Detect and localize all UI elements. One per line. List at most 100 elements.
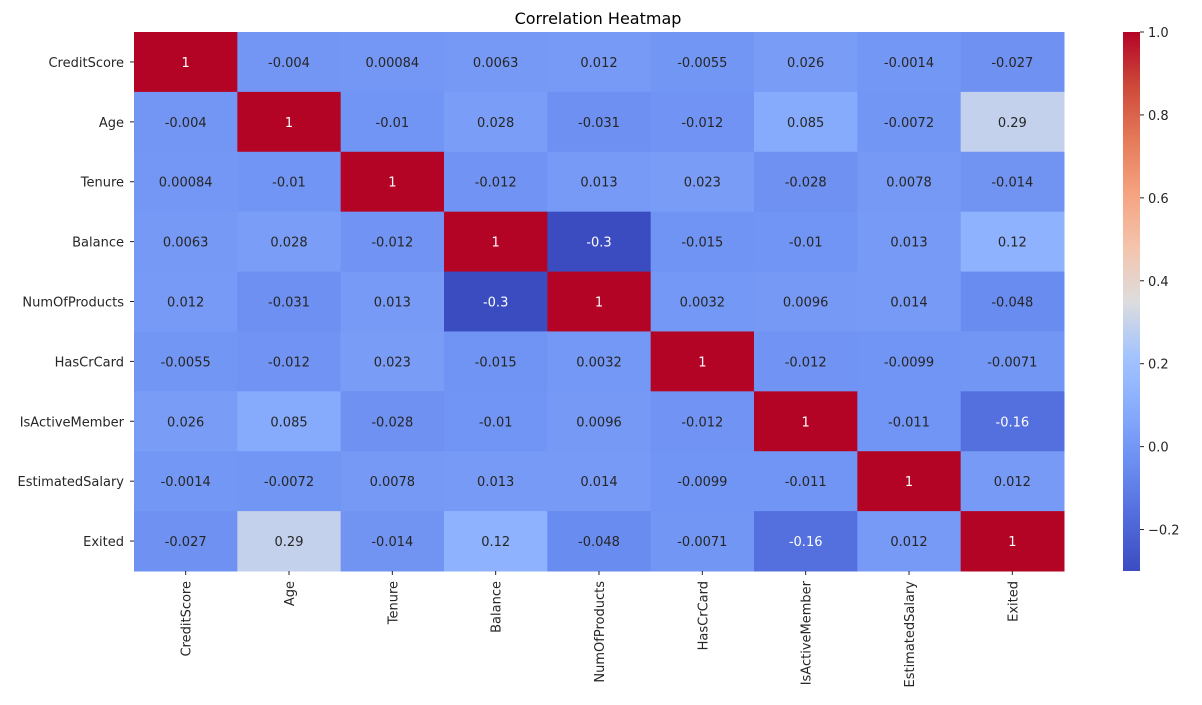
cell-value-2-0: 0.00084 <box>159 176 213 191</box>
heatmap-cell-4-1 <box>237 271 342 332</box>
y-tick-label-8: Exited <box>83 535 124 550</box>
heatmap-cell-2-3 <box>444 151 548 213</box>
heatmap-cell-6-7 <box>857 391 962 452</box>
cell-value-0-5: -0.0055 <box>677 56 727 71</box>
cell-value-7-4: 0.014 <box>580 475 617 490</box>
heatmap-cell-5-4 <box>547 331 652 392</box>
heatmap-cell-2-1 <box>237 151 342 213</box>
cell-value-8-5: -0.0071 <box>677 535 727 550</box>
colorbar-tick-label-5: 0.8 <box>1148 109 1169 124</box>
heatmap-cell-3-7 <box>857 211 962 273</box>
heatmap-cell-7-7 <box>857 451 962 512</box>
heatmap-cells: 1 -0.004 0.00084 0.0063 0.012 -0.0055 0.026 -0.… <box>134 32 1065 572</box>
cell-value-3-0: 0.0063 <box>163 236 209 251</box>
heatmap-cell-3-3 <box>444 211 548 273</box>
cell-value-4-7: 0.014 <box>890 296 927 311</box>
cell-value-2-6: -0.028 <box>785 176 827 191</box>
cell-value-7-7: 1 <box>905 475 913 490</box>
heatmap-cell-2-8 <box>960 151 1065 213</box>
heatmap-cell-0-6 <box>754 32 858 93</box>
cell-value-7-6: -0.011 <box>785 475 827 490</box>
cell-value-8-4: -0.048 <box>578 535 620 550</box>
heatmap-cell-5-6 <box>754 331 858 392</box>
x-tick-label-4: NumOfProducts <box>593 581 608 683</box>
heatmap-cell-7-0 <box>134 451 238 512</box>
colorbar-gradient <box>1123 32 1140 571</box>
heatmap-cell-5-1 <box>237 331 342 392</box>
heatmap-cell-2-5 <box>650 151 755 213</box>
heatmap-cell-7-5 <box>650 451 755 512</box>
heatmap-cell-5-2 <box>340 331 445 392</box>
heatmap-cell-1-7 <box>857 91 962 153</box>
x-tick-label-3: Balance <box>490 581 505 633</box>
cell-value-2-1: -0.01 <box>272 176 306 191</box>
cell-value-3-7: 0.013 <box>890 236 927 251</box>
heatmap-cell-5-7 <box>857 331 962 392</box>
heatmap-cell-2-7 <box>857 151 962 213</box>
heatmap-cell-3-8 <box>960 211 1065 273</box>
heatmap-cell-2-4 <box>547 151 652 213</box>
cell-value-6-4: 0.0096 <box>576 415 622 430</box>
cell-value-0-4: 0.012 <box>580 56 617 71</box>
cell-value-5-8: -0.0071 <box>987 355 1037 370</box>
heatmap-cell-8-6 <box>754 511 858 572</box>
heatmap-cell-4-0 <box>134 271 238 332</box>
heatmap-cell-1-6 <box>754 91 858 153</box>
y-tick-label-4: NumOfProducts <box>22 296 124 311</box>
cell-value-0-6: 0.026 <box>787 56 824 71</box>
heatmap-cell-8-8 <box>960 511 1065 572</box>
cell-value-8-3: 0.12 <box>481 535 510 550</box>
cell-value-4-1: -0.031 <box>268 296 310 311</box>
cell-value-5-0: -0.0055 <box>161 355 211 370</box>
cell-value-0-3: 0.0063 <box>473 56 519 71</box>
heatmap-cell-0-5 <box>650 32 755 93</box>
colorbar-tick-label-6: 1.0 <box>1148 26 1169 41</box>
heatmap-cell-8-5 <box>650 511 755 572</box>
cell-value-6-3: -0.01 <box>479 415 513 430</box>
heatmap-cell-0-2 <box>340 32 445 93</box>
colorbar-tick-label-3: 0.4 <box>1148 275 1169 290</box>
cell-value-2-2: 1 <box>388 176 396 191</box>
cell-value-1-8: 0.29 <box>998 116 1027 131</box>
heatmap-cell-1-5 <box>650 91 755 153</box>
y-tick-label-6: IsActiveMember <box>20 415 125 430</box>
y-tick-label-7: EstimatedSalary <box>17 475 124 490</box>
x-tick-label-2: Tenure <box>386 581 401 625</box>
y-tick-label-0: CreditScore <box>48 56 124 71</box>
heatmap-cell-7-6 <box>754 451 858 512</box>
heatmap-cell-8-4 <box>547 511 652 572</box>
cell-value-3-3: 1 <box>492 236 500 251</box>
cell-value-3-1: 0.028 <box>270 236 307 251</box>
heatmap-cell-2-0 <box>134 151 238 213</box>
heatmap-cell-1-1 <box>237 91 342 153</box>
heatmap-cell-5-0 <box>134 331 238 392</box>
cell-value-4-2: 0.013 <box>374 296 411 311</box>
heatmap-cell-0-4 <box>547 32 652 93</box>
heatmap-cell-0-7 <box>857 32 962 93</box>
cell-value-8-2: -0.014 <box>371 535 413 550</box>
cell-value-0-8: -0.027 <box>991 56 1033 71</box>
heatmap-cell-7-3 <box>444 451 548 512</box>
cell-value-6-6: 1 <box>802 415 810 430</box>
heatmap-cell-0-1 <box>237 32 342 93</box>
cell-value-6-2: -0.028 <box>371 415 413 430</box>
colorbar-tick-label-1: 0.0 <box>1148 441 1169 456</box>
cell-value-6-0: 0.026 <box>167 415 204 430</box>
cell-value-1-6: 0.085 <box>787 116 824 131</box>
heatmap-cell-7-2 <box>340 451 445 512</box>
x-tick-label-7: EstimatedSalary <box>903 581 918 688</box>
y-tick-label-3: Balance <box>72 236 124 251</box>
heatmap-cell-4-7 <box>857 271 962 332</box>
cell-value-8-7: 0.012 <box>890 535 927 550</box>
heatmap-cell-0-0 <box>134 32 238 93</box>
cell-value-7-2: 0.0078 <box>370 475 416 490</box>
cell-value-7-0: -0.0014 <box>161 475 211 490</box>
cell-value-2-5: 0.023 <box>684 176 721 191</box>
heatmap-cell-8-7 <box>857 511 962 572</box>
heatmap-cell-3-0 <box>134 211 238 273</box>
cell-value-5-3: -0.015 <box>475 355 517 370</box>
cell-value-6-8: -0.16 <box>996 415 1030 430</box>
cell-value-4-6: 0.0096 <box>783 296 829 311</box>
cell-value-7-8: 0.012 <box>994 475 1031 490</box>
cell-value-5-6: -0.012 <box>785 355 827 370</box>
